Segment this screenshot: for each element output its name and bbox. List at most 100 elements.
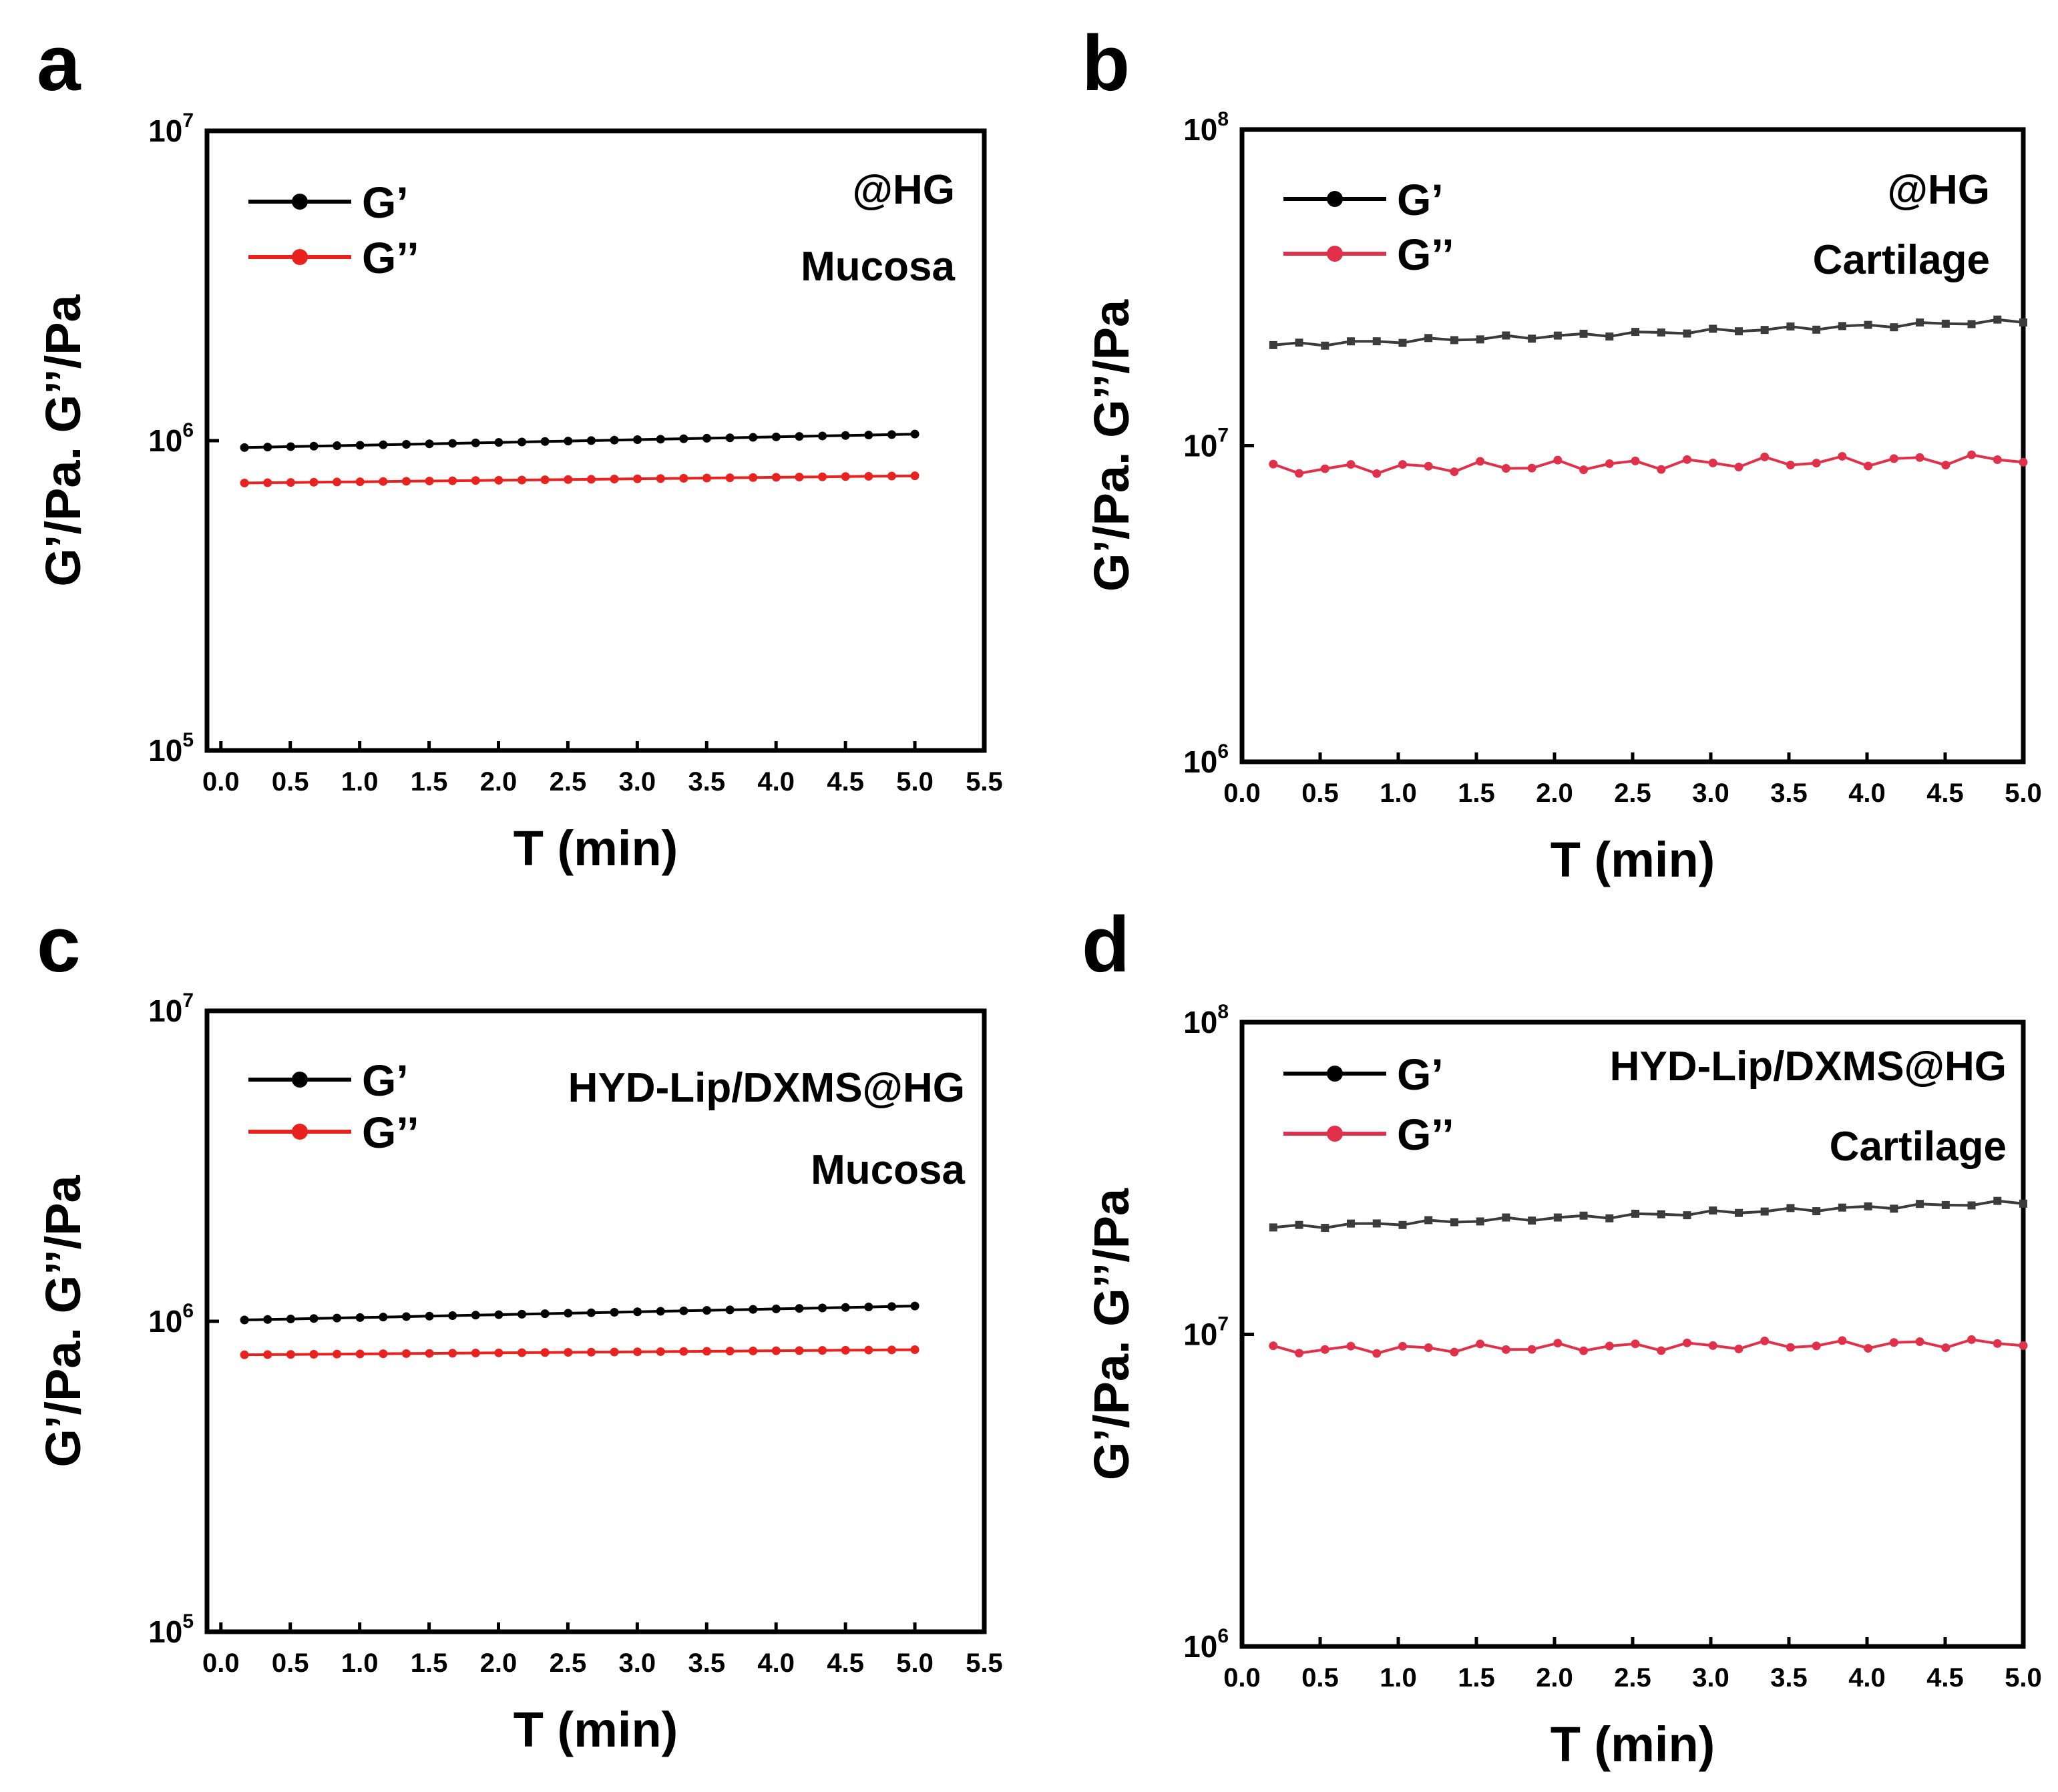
data-point <box>540 437 550 446</box>
data-point <box>355 477 365 487</box>
legend-entry: G’’ <box>248 233 419 282</box>
series-line <box>244 474 915 485</box>
x-tick-label: 5.5 <box>966 767 1003 797</box>
data-point <box>610 474 619 483</box>
data-point <box>1553 331 1562 340</box>
data-point <box>2019 1199 2027 1208</box>
data-point <box>240 1350 249 1359</box>
data-point <box>1476 457 1485 466</box>
data-point <box>887 471 896 481</box>
x-tick-label: 4.0 <box>757 1648 795 1678</box>
y-tick-label: 105 <box>148 1610 194 1649</box>
data-point <box>540 1348 550 1357</box>
data-point <box>1527 1345 1536 1354</box>
data-point <box>1269 1341 1278 1351</box>
data-point <box>864 431 873 440</box>
x-tick-label: 1.5 <box>411 767 448 797</box>
data-point <box>1502 1213 1510 1222</box>
y-tick-label: 107 <box>148 989 194 1028</box>
data-point <box>2019 457 2028 467</box>
x-tick-label: 2.5 <box>1614 778 1651 808</box>
data-point <box>263 478 272 487</box>
data-point <box>1553 1213 1562 1222</box>
data-point <box>586 1347 596 1357</box>
data-point <box>1889 1338 1898 1347</box>
data-point <box>818 431 827 441</box>
data-point <box>633 1307 642 1317</box>
data-point <box>749 433 758 442</box>
data-point <box>448 1311 457 1321</box>
data-point <box>1450 1218 1458 1226</box>
data-point <box>910 1345 919 1355</box>
legend-marker <box>1327 191 1343 207</box>
data-point <box>910 471 919 481</box>
x-tick-label: 5.5 <box>966 1648 1003 1678</box>
data-point <box>1812 325 1821 334</box>
data-point <box>448 476 457 485</box>
data-point <box>564 1309 573 1318</box>
data-point <box>1657 1210 1665 1218</box>
x-tick-label: 1.0 <box>1380 778 1417 808</box>
x-tick-label: 0.5 <box>1301 778 1339 808</box>
data-point <box>841 472 850 481</box>
data-point <box>1993 1339 2002 1348</box>
data-point <box>1889 454 1898 463</box>
data-point <box>1398 1341 1407 1351</box>
data-point <box>1269 459 1278 469</box>
data-point <box>471 476 480 485</box>
data-point <box>401 477 411 486</box>
data-point <box>1320 464 1329 473</box>
data-point <box>263 443 272 452</box>
data-point <box>679 473 688 483</box>
x-tick-label: 2.5 <box>550 1648 587 1678</box>
legend-marker <box>1327 1126 1343 1142</box>
data-point <box>610 1307 619 1317</box>
data-point <box>702 1306 712 1315</box>
x-tick-label: 3.0 <box>619 1648 656 1678</box>
data-point <box>1579 1211 1588 1220</box>
data-point <box>1760 1336 1770 1345</box>
tissue-annotation: Cartilage <box>1813 237 1990 283</box>
data-point <box>564 1347 573 1357</box>
data-point <box>540 475 550 485</box>
panel-c: c 0.0 0.5 1.0 1.5 2.0 2.5 3.0 3.5 4.0 4.5 5.0 5.5 105… <box>35 901 1003 1757</box>
data-point <box>725 1305 735 1315</box>
data-point <box>1890 323 1898 332</box>
x-tick-label: 1.5 <box>1458 1663 1495 1693</box>
data-point <box>1320 1345 1329 1354</box>
x-tick-label: 0.0 <box>1223 1663 1261 1693</box>
x-tick-label: 0.5 <box>272 1648 309 1678</box>
data-point <box>1450 1347 1459 1357</box>
data-point <box>1657 328 1665 337</box>
data-point <box>1812 1341 1821 1351</box>
plot-frame <box>1239 1020 2026 1649</box>
data-point <box>540 1309 550 1319</box>
data-point <box>1993 455 2002 465</box>
data-point <box>425 476 434 485</box>
data-point <box>1346 337 1355 346</box>
data-point <box>864 471 873 481</box>
legend-entry: G’ <box>248 178 409 227</box>
data-point <box>1708 458 1717 467</box>
data-point <box>425 1311 434 1321</box>
data-point <box>333 441 342 451</box>
data-point <box>1838 451 1847 461</box>
y-tick-label: 106 <box>148 1300 194 1339</box>
data-point <box>2019 1341 2028 1350</box>
data-point <box>1269 341 1277 349</box>
data-point <box>725 1347 735 1356</box>
series-line <box>244 1305 915 1321</box>
data-point <box>749 1305 758 1314</box>
x-tick-label: 3.5 <box>1770 778 1808 808</box>
data-point <box>1838 322 1846 330</box>
data-point <box>309 1314 319 1323</box>
data-point <box>656 1347 665 1356</box>
y-tick-label: 107 <box>1183 425 1229 463</box>
data-point <box>1424 1216 1433 1224</box>
data-point <box>887 1302 896 1311</box>
data-point <box>401 439 411 449</box>
data-point <box>818 1346 827 1355</box>
data-point <box>286 442 295 451</box>
data-point <box>1605 459 1614 468</box>
panel-d: d 0.0 0.5 1.0 1.5 2.0 2.5 3.0 3.5 4.0 4.5 5.0 106 107… <box>1082 901 2042 1772</box>
